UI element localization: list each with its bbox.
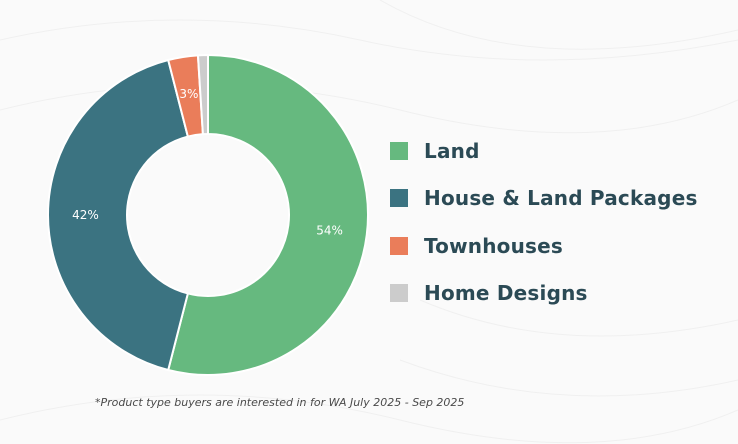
data-label-townhouses: 3% [179,87,198,101]
legend-swatch-house-land-packages [390,189,408,208]
donut-slice-house-land-packages [47,58,190,372]
data-label-land: 54% [316,223,343,237]
legend-label-home-designs: Home Designs [424,281,588,306]
legend-label-townhouses: Townhouses [424,233,564,258]
donut-slice-home-designs [196,53,209,136]
legend-swatch-townhouses [390,236,408,255]
legend-item-townhouses: Townhouses [390,222,730,270]
legend-label-house-land-packages: House & Land Packages [424,186,698,211]
legend-swatch-land [390,141,408,160]
legend-swatch-home-designs [390,284,408,303]
legend-label-land: Land [424,138,480,163]
legend-item-home-designs: Home Designs [390,270,730,318]
legend-item-house-land-packages: House & Land Packages [390,175,730,223]
donut-slice-land [166,53,369,376]
footnote: *Product type buyers are interested in f… [95,396,465,409]
data-label-house-land-packages: 42% [72,208,99,222]
chart-legend: Land House & Land Packages Townhouses Ho… [390,127,730,317]
legend-item-land: Land [390,127,730,175]
